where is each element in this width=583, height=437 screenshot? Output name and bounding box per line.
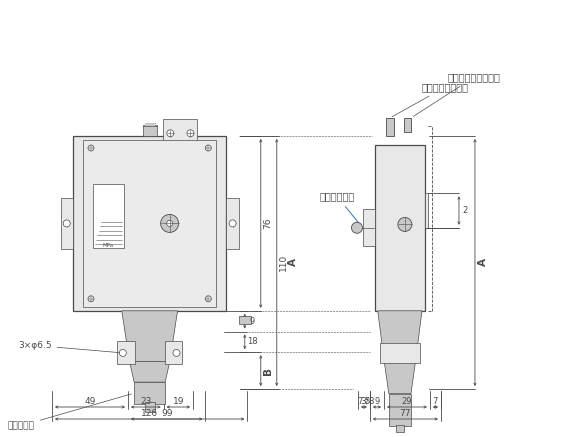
Bar bbox=[386, 118, 394, 136]
Circle shape bbox=[88, 296, 94, 302]
Circle shape bbox=[63, 220, 70, 227]
Text: A: A bbox=[288, 259, 298, 267]
Polygon shape bbox=[384, 361, 416, 394]
Text: 49: 49 bbox=[85, 398, 96, 406]
Text: 110: 110 bbox=[279, 254, 288, 271]
Text: 設定圧力調整ボルト: 設定圧力調整ボルト bbox=[413, 72, 501, 117]
Text: 18: 18 bbox=[247, 337, 258, 347]
Text: 応差調整用ボルト: 応差調整用ボルト bbox=[392, 82, 469, 117]
Bar bbox=[61, 198, 73, 249]
Bar bbox=[73, 136, 226, 311]
Bar bbox=[163, 119, 198, 147]
Text: B: B bbox=[263, 367, 273, 375]
Text: 19: 19 bbox=[173, 398, 184, 406]
Text: 3/8: 3/8 bbox=[360, 396, 374, 406]
Bar bbox=[143, 125, 157, 136]
Circle shape bbox=[88, 145, 94, 151]
Bar bbox=[375, 145, 425, 311]
Bar bbox=[164, 341, 182, 364]
Circle shape bbox=[120, 350, 127, 357]
Circle shape bbox=[161, 215, 178, 232]
Text: MPa: MPa bbox=[103, 243, 114, 248]
Circle shape bbox=[229, 220, 236, 227]
Text: 77: 77 bbox=[400, 409, 411, 419]
Text: 99: 99 bbox=[161, 409, 173, 419]
Bar bbox=[380, 343, 420, 364]
Bar bbox=[145, 402, 154, 412]
Circle shape bbox=[187, 130, 194, 137]
Bar bbox=[363, 209, 375, 246]
Text: 23: 23 bbox=[140, 398, 152, 406]
Circle shape bbox=[205, 296, 211, 302]
Text: ネオンランプ: ネオンランプ bbox=[319, 192, 359, 224]
Text: 76: 76 bbox=[264, 218, 272, 229]
Bar bbox=[396, 425, 404, 432]
Bar bbox=[239, 316, 251, 324]
Circle shape bbox=[398, 218, 412, 232]
Text: 7: 7 bbox=[433, 398, 438, 406]
Bar bbox=[134, 382, 165, 404]
Bar bbox=[425, 193, 428, 228]
Polygon shape bbox=[129, 361, 170, 382]
Circle shape bbox=[205, 145, 211, 151]
Bar bbox=[226, 198, 239, 249]
Text: 9: 9 bbox=[249, 317, 254, 326]
Circle shape bbox=[167, 220, 173, 226]
Circle shape bbox=[352, 222, 363, 233]
Text: 29: 29 bbox=[402, 398, 412, 406]
Bar bbox=[117, 341, 135, 364]
Polygon shape bbox=[378, 311, 422, 361]
Text: 3×φ6.5: 3×φ6.5 bbox=[18, 341, 120, 353]
Text: 2: 2 bbox=[462, 206, 468, 215]
Text: 9: 9 bbox=[374, 398, 380, 406]
Text: 六角対辺Ｃ: 六角対辺Ｃ bbox=[8, 394, 132, 430]
Bar bbox=[404, 118, 411, 132]
Polygon shape bbox=[122, 311, 178, 361]
Bar bbox=[389, 394, 411, 426]
Text: 7.5: 7.5 bbox=[357, 398, 371, 406]
Bar bbox=[145, 123, 154, 126]
Text: 126: 126 bbox=[141, 409, 158, 419]
Text: A: A bbox=[478, 259, 488, 267]
Circle shape bbox=[167, 130, 174, 137]
Bar bbox=[83, 140, 216, 307]
Bar bbox=[93, 184, 124, 248]
Circle shape bbox=[173, 350, 180, 357]
